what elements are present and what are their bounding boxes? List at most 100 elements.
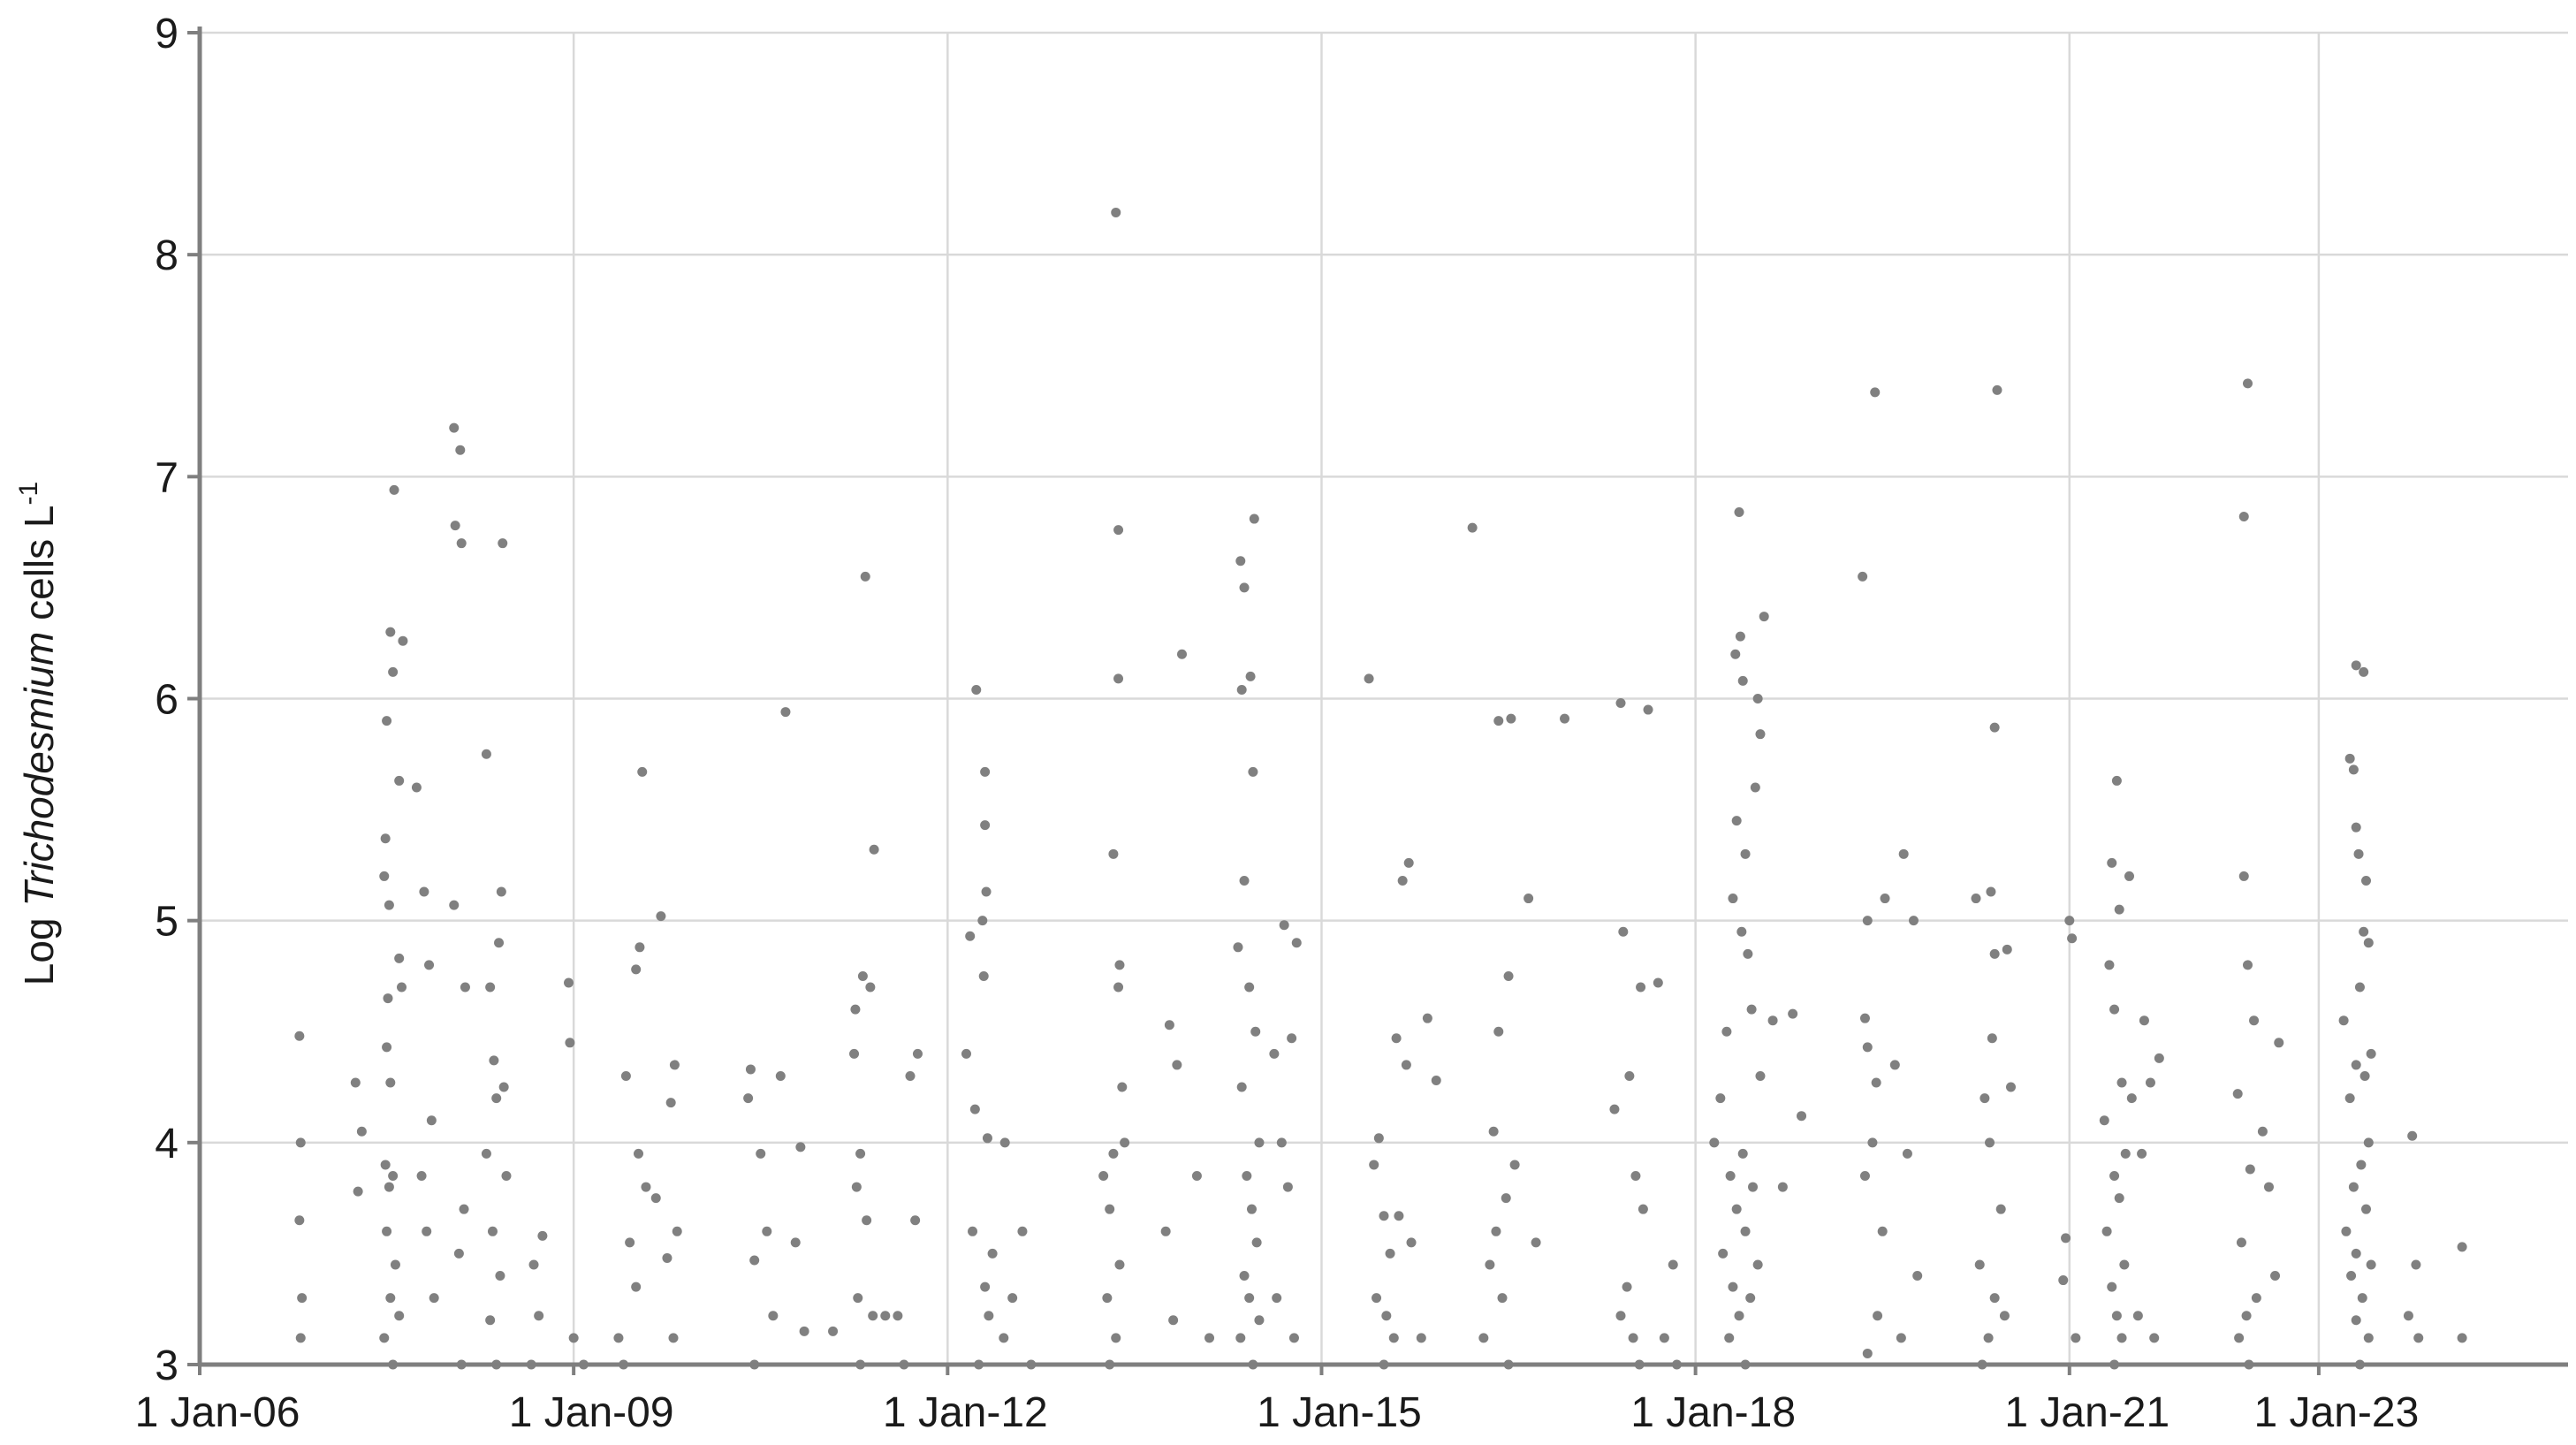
data-point [1406, 1237, 1417, 1248]
data-point [356, 1126, 367, 1137]
data-point [1235, 556, 1246, 567]
data-point [1759, 612, 1769, 622]
data-point [2067, 933, 2078, 944]
data-point [2351, 1248, 2361, 1259]
data-point [1859, 1013, 1870, 1023]
data-point [2403, 1311, 2413, 1321]
data-point [485, 1315, 496, 1326]
data-point [1737, 675, 1748, 686]
data-point [1248, 766, 1258, 777]
data-point [389, 484, 399, 495]
data-point [1478, 1333, 1489, 1343]
data-point [1740, 1226, 1751, 1236]
data-point [1467, 522, 1478, 533]
data-point [1659, 1333, 1669, 1343]
data-point [411, 782, 422, 793]
data-point [382, 1226, 392, 1236]
data-point [2353, 848, 2364, 859]
x-tick-label: 1 Jan-15 [1257, 1389, 1422, 1436]
data-point [2354, 982, 2365, 992]
data-point [2356, 1160, 2367, 1170]
data-point [1245, 671, 1256, 681]
data-point [1501, 1193, 1511, 1204]
x-tick-label: 1 Jan-21 [2004, 1389, 2169, 1436]
grid [198, 31, 2568, 1366]
data-point [1204, 1333, 1215, 1343]
data-point [501, 1171, 512, 1182]
data-point [1718, 1248, 1729, 1259]
data-point [1120, 1137, 1130, 1148]
data-point [385, 1077, 396, 1088]
data-point [978, 970, 989, 981]
data-point [999, 1137, 1010, 1148]
data-point [1276, 1137, 1287, 1148]
data-point [1986, 886, 1996, 897]
data-point [1251, 1237, 1262, 1248]
data-point [398, 635, 408, 646]
data-point [855, 1148, 866, 1159]
data-point [1873, 1311, 1883, 1321]
data-point [865, 982, 876, 992]
data-point [294, 1215, 305, 1226]
data-point [1989, 1293, 2000, 1304]
data-point [496, 886, 506, 897]
data-point [1724, 1333, 1735, 1343]
data-point [424, 960, 435, 970]
data-point [2114, 904, 2124, 915]
data-point [394, 775, 405, 786]
data-point [2348, 1182, 2359, 1192]
data-point [745, 1064, 756, 1075]
data-point [1748, 1182, 1759, 1192]
data-point [1493, 1026, 1504, 1037]
data-point [2234, 1333, 2245, 1343]
y-tick-label: 6 [155, 677, 179, 724]
data-point [1728, 1281, 1738, 1292]
x-tick-label: 1 Jan-09 [509, 1389, 674, 1436]
data-point [969, 1104, 980, 1114]
data-point [1740, 848, 1751, 859]
data-point [850, 1004, 861, 1015]
data-point [380, 833, 391, 844]
data-point [1668, 1259, 1678, 1270]
data-point [634, 1148, 644, 1159]
data-point [1862, 1042, 1873, 1053]
data-point [1989, 722, 2000, 733]
data-point [2154, 1053, 2164, 1063]
data-point [1898, 848, 1909, 859]
data-point [1394, 1211, 1404, 1221]
data-point [1168, 1315, 1179, 1326]
data-point [1191, 1171, 1202, 1182]
data-point [2363, 1333, 2374, 1343]
data-point [853, 1293, 863, 1304]
data-point [1236, 1082, 1247, 1092]
data-point [1254, 1315, 1265, 1326]
data-point [379, 1333, 390, 1343]
data-point [1287, 1033, 1297, 1044]
data-point [637, 766, 648, 777]
data-point [1797, 1111, 1807, 1122]
data-point [419, 886, 429, 897]
data-point [1291, 938, 1302, 948]
data-point [1369, 1160, 1379, 1170]
data-point [385, 627, 396, 637]
data-point [1752, 694, 1763, 703]
data-point [1364, 673, 1374, 684]
data-point [668, 1333, 679, 1343]
data-point [453, 1248, 464, 1259]
data-point [965, 931, 976, 941]
data-point [912, 1048, 923, 1059]
data-point [1254, 1137, 1265, 1148]
data-point [1244, 982, 1255, 992]
data-point [1017, 1226, 1028, 1236]
data-point [1102, 1293, 1113, 1304]
data-point [977, 916, 988, 926]
data-point [1862, 916, 1873, 926]
data-point [2139, 1015, 2149, 1026]
data-point [1912, 1271, 1923, 1281]
data-point [459, 1204, 469, 1214]
data-point [2107, 857, 2117, 868]
data-point [498, 538, 508, 549]
data-point [650, 1193, 661, 1204]
data-point [295, 1137, 306, 1148]
